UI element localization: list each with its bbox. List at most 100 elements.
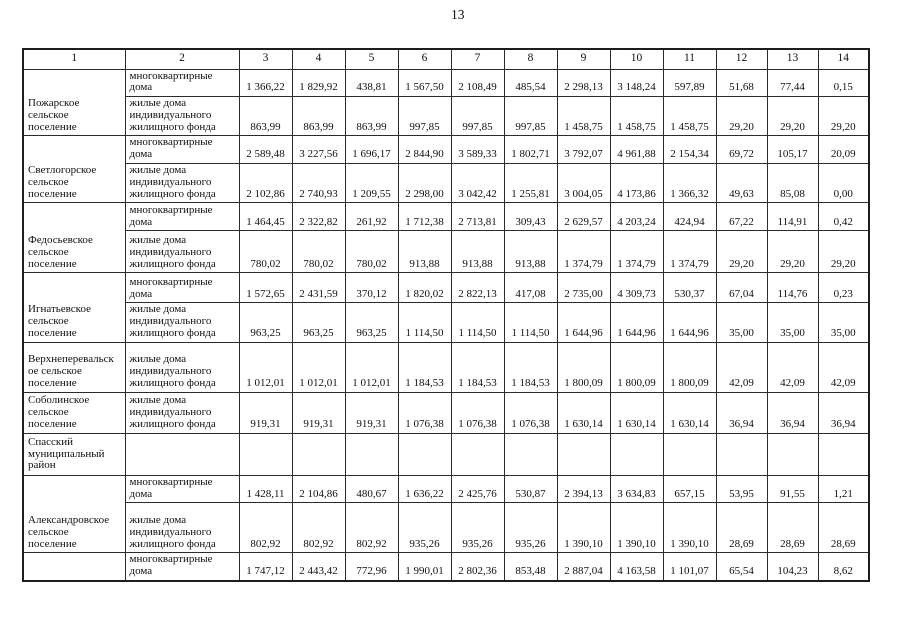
value-cell: 802,92 bbox=[291, 502, 346, 554]
table-row: многоквартирные дома 1 747,12 2 443,42 7… bbox=[22, 552, 870, 582]
value-cell: 29,20 bbox=[766, 96, 819, 137]
settlement-name-cell: Верхнеперевальск ое сельское поселение bbox=[22, 341, 126, 393]
housing-type-cell: многоквартирные дома bbox=[124, 272, 240, 304]
value-cell: 1 644,96 bbox=[609, 302, 664, 343]
value-cell: 2 629,57 bbox=[556, 202, 611, 232]
empty-cell bbox=[609, 432, 664, 476]
table-row: Спасский муниципальный район bbox=[22, 432, 870, 476]
value-cell: 0,42 bbox=[817, 202, 870, 232]
value-cell: 2 322,82 bbox=[291, 202, 346, 232]
value-cell: 36,94 bbox=[817, 391, 870, 434]
value-cell: 780,02 bbox=[344, 230, 399, 274]
value-cell: 480,67 bbox=[344, 474, 399, 504]
value-cell: 997,85 bbox=[503, 96, 558, 137]
value-cell: 1 458,75 bbox=[609, 96, 664, 137]
value-cell: 29,20 bbox=[715, 96, 768, 137]
value-cell: 42,09 bbox=[715, 341, 768, 393]
value-cell: 370,12 bbox=[344, 272, 399, 304]
value-cell: 1 630,14 bbox=[556, 391, 611, 434]
value-cell: 29,20 bbox=[817, 96, 870, 137]
column-header: 7 bbox=[450, 48, 505, 70]
housing-type-cell: жилые дома индивидуального жилищного фон… bbox=[124, 230, 240, 274]
housing-type-cell: жилые дома индивидуального жилищного фон… bbox=[124, 96, 240, 137]
value-cell: 997,85 bbox=[450, 96, 505, 137]
value-cell: 261,92 bbox=[344, 202, 399, 232]
value-cell: 530,87 bbox=[503, 474, 558, 504]
column-header: 1 bbox=[22, 48, 126, 70]
value-cell: 417,08 bbox=[503, 272, 558, 304]
value-cell: 2 104,86 bbox=[291, 474, 346, 504]
value-cell: 114,76 bbox=[766, 272, 819, 304]
value-cell: 2 589,48 bbox=[238, 135, 293, 165]
empty-cell bbox=[503, 432, 558, 476]
settlement-name-cell: Соболинское сельское поселение bbox=[22, 391, 126, 434]
value-cell: 2 154,34 bbox=[662, 135, 717, 165]
value-cell: 1 374,79 bbox=[609, 230, 664, 274]
value-cell: 3 004,05 bbox=[556, 163, 611, 204]
value-cell: 1 636,22 bbox=[397, 474, 452, 504]
value-cell: 963,25 bbox=[344, 302, 399, 343]
housing-type-cell: многоквартирные дома bbox=[124, 552, 240, 582]
table-row: Верхнеперевальск ое сельское поселение ж… bbox=[22, 341, 870, 393]
housing-type-cell: многоквартирные дома bbox=[124, 135, 240, 165]
value-cell: 2 802,36 bbox=[450, 552, 505, 582]
housing-type-cell: жилые дома индивидуального жилищного фон… bbox=[124, 302, 240, 343]
empty-cell bbox=[238, 432, 293, 476]
value-cell: 597,89 bbox=[662, 68, 717, 98]
value-cell: 29,20 bbox=[817, 230, 870, 274]
value-cell: 2 844,90 bbox=[397, 135, 452, 165]
value-cell: 1 076,38 bbox=[450, 391, 505, 434]
value-cell: 1 076,38 bbox=[397, 391, 452, 434]
housing-type-cell: многоквартирные дома bbox=[124, 202, 240, 232]
value-cell: 1 012,01 bbox=[291, 341, 346, 393]
value-cell: 1 114,50 bbox=[503, 302, 558, 343]
settlement-name-cell bbox=[22, 552, 126, 582]
table-row: Игнатьевское сельское поселение многоква… bbox=[22, 272, 870, 343]
value-cell: 1 428,11 bbox=[238, 474, 293, 504]
value-cell: 919,31 bbox=[291, 391, 346, 434]
table-row: Пожарское сельское поселение многокварти… bbox=[22, 68, 870, 137]
housing-type-cell: жилые дома индивидуального жилищного фон… bbox=[124, 163, 240, 204]
value-cell: 91,55 bbox=[766, 474, 819, 504]
settlement-name-cell: Светлогорское сельское поселение bbox=[22, 135, 126, 204]
value-cell: 1 101,07 bbox=[662, 552, 717, 582]
value-cell: 105,17 bbox=[766, 135, 819, 165]
value-cell: 1 644,96 bbox=[662, 302, 717, 343]
value-cell: 42,09 bbox=[766, 341, 819, 393]
value-cell: 772,96 bbox=[344, 552, 399, 582]
value-cell: 935,26 bbox=[503, 502, 558, 554]
value-cell: 4 163,58 bbox=[609, 552, 664, 582]
value-cell: 1 800,09 bbox=[662, 341, 717, 393]
settlement-name-cell: Федосьевское сельское поселение bbox=[22, 202, 126, 274]
settlement-name-cell: Спасский муниципальный район bbox=[22, 432, 126, 476]
value-cell: 2 108,49 bbox=[450, 68, 505, 98]
value-cell: 485,54 bbox=[503, 68, 558, 98]
value-cell: 1 209,55 bbox=[344, 163, 399, 204]
housing-type-cell bbox=[124, 432, 240, 476]
housing-type-cell: жилые дома индивидуального жилищного фон… bbox=[124, 502, 240, 554]
value-cell: 863,99 bbox=[238, 96, 293, 137]
value-cell: 0,23 bbox=[817, 272, 870, 304]
value-cell: 1 184,53 bbox=[397, 341, 452, 393]
value-cell: 67,04 bbox=[715, 272, 768, 304]
settlement-name-cell: Игнатьевское сельское поселение bbox=[22, 272, 126, 343]
value-cell: 28,69 bbox=[766, 502, 819, 554]
value-cell: 1 800,09 bbox=[556, 341, 611, 393]
value-cell: 35,00 bbox=[817, 302, 870, 343]
empty-cell bbox=[291, 432, 346, 476]
value-cell: 114,91 bbox=[766, 202, 819, 232]
value-cell: 780,02 bbox=[291, 230, 346, 274]
column-header: 9 bbox=[556, 48, 611, 70]
value-cell: 8,62 bbox=[817, 552, 870, 582]
value-cell: 35,00 bbox=[766, 302, 819, 343]
value-cell: 51,68 bbox=[715, 68, 768, 98]
value-cell: 1 374,79 bbox=[556, 230, 611, 274]
settlement-name-cell: Пожарское сельское поселение bbox=[22, 68, 126, 137]
value-cell: 1 114,50 bbox=[450, 302, 505, 343]
table-row: Светлогорское сельское поселение многокв… bbox=[22, 135, 870, 204]
value-cell: 1 696,17 bbox=[344, 135, 399, 165]
value-cell: 802,92 bbox=[238, 502, 293, 554]
column-header: 8 bbox=[503, 48, 558, 70]
value-cell: 65,54 bbox=[715, 552, 768, 582]
column-header: 10 bbox=[609, 48, 664, 70]
